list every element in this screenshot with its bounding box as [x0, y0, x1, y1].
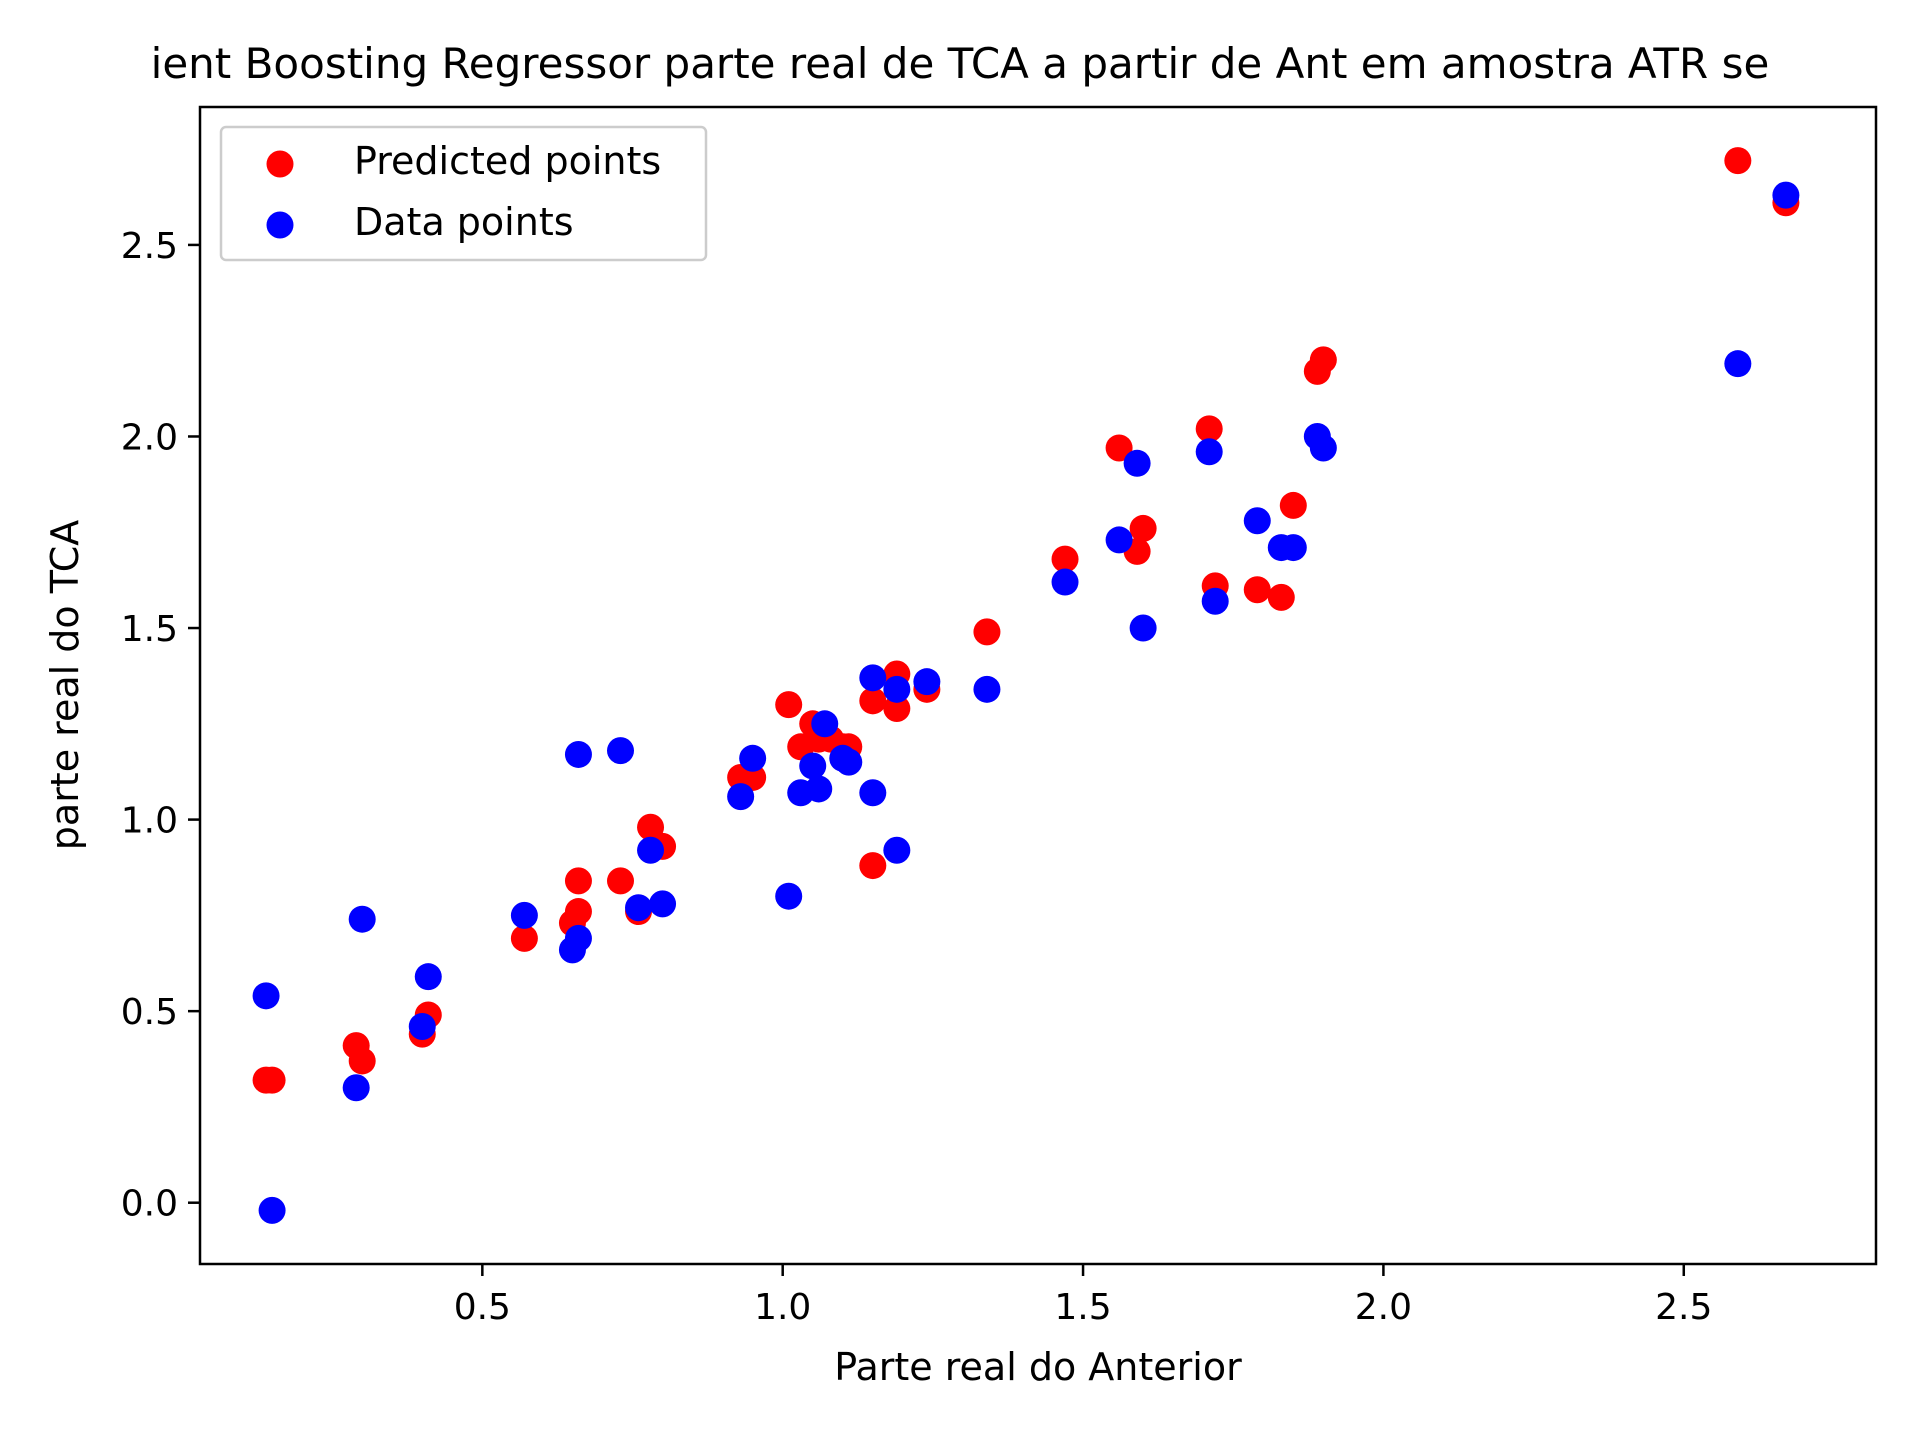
predicted-point [1195, 415, 1223, 443]
data-point [348, 905, 376, 933]
data-point [805, 775, 833, 803]
data-point [649, 890, 677, 918]
x-tick-label: 2.0 [1355, 1287, 1412, 1328]
predicted-point [1051, 545, 1079, 573]
x-tick-label: 1.5 [1054, 1287, 1111, 1328]
y-tick-label: 2.0 [121, 417, 178, 458]
data-point [1123, 449, 1151, 477]
predicted-point [1267, 583, 1295, 611]
legend-box [219, 125, 708, 262]
data-point [1243, 507, 1271, 535]
data-point [913, 668, 941, 696]
predicted-point [1279, 491, 1307, 519]
data-point [1309, 434, 1337, 462]
data-point [1279, 534, 1307, 562]
data-point [883, 675, 911, 703]
predicted-point [1309, 346, 1337, 374]
predicted-point [607, 867, 635, 895]
predicted-point [859, 852, 887, 880]
data-point [1201, 587, 1229, 615]
legend-marker-data [266, 211, 294, 239]
predicted-point [1105, 434, 1133, 462]
data-point [258, 1196, 286, 1224]
data-point [739, 744, 767, 772]
x-tick-label: 0.5 [454, 1287, 511, 1328]
data-point [252, 982, 280, 1010]
data-point [859, 779, 887, 807]
predicted-point [564, 898, 592, 926]
predicted-point [775, 691, 803, 719]
x-tick-label: 2.5 [1655, 1287, 1712, 1328]
data-point [342, 1074, 370, 1102]
data-point [1724, 350, 1752, 378]
data-point [637, 836, 665, 864]
y-axis-label: parte real do TCA [43, 520, 87, 850]
data-point [835, 748, 863, 776]
legend-label-predicted: Predicted points [354, 139, 661, 183]
series-predicted-points [252, 147, 1800, 1094]
legend-label-data: Data points [354, 200, 574, 244]
predicted-point [1724, 147, 1752, 175]
data-point [775, 882, 803, 910]
y-tick-label: 1.0 [121, 801, 178, 842]
y-axis: 0.0 0.5 1.0 1.5 2.0 2.5 [121, 226, 200, 1225]
data-point [1051, 568, 1079, 596]
x-axis-label: Parte real do Anterior [834, 1345, 1242, 1389]
data-point [414, 963, 442, 991]
y-tick-label: 0.5 [121, 992, 178, 1033]
data-point [408, 1012, 436, 1040]
data-point [1105, 526, 1133, 554]
y-tick-label: 2.5 [121, 226, 178, 267]
data-point [607, 737, 635, 765]
predicted-point [883, 694, 911, 722]
plot-frame [198, 105, 1878, 1266]
predicted-point [348, 1047, 376, 1075]
predicted-point [1243, 576, 1271, 604]
predicted-point [973, 618, 1001, 646]
predicted-point [564, 867, 592, 895]
data-point [799, 752, 827, 780]
predicted-point [859, 687, 887, 715]
predicted-point [1129, 514, 1157, 542]
data-point [811, 710, 839, 738]
legend-marker-predicted [266, 150, 294, 178]
data-point [510, 901, 538, 929]
x-tick-label: 1.0 [754, 1287, 811, 1328]
data-point [1129, 614, 1157, 642]
data-point [727, 783, 755, 811]
data-point [973, 675, 1001, 703]
data-point [859, 664, 887, 692]
data-point [564, 740, 592, 768]
y-tick-label: 1.5 [121, 609, 178, 650]
series-data-points [252, 181, 1800, 1224]
chart-title: ient Boosting Regressor parte real de TC… [151, 39, 1770, 88]
data-point [564, 924, 592, 952]
predicted-point [510, 924, 538, 952]
data-point [1772, 181, 1800, 209]
predicted-point [258, 1066, 286, 1094]
x-axis: 0.5 1.0 1.5 2.0 2.5 [454, 1264, 1712, 1328]
data-point [1195, 438, 1223, 466]
y-tick-label: 0.0 [121, 1184, 178, 1225]
data-point [625, 894, 653, 922]
legend: Predicted points Data points [219, 125, 708, 262]
data-point [883, 836, 911, 864]
